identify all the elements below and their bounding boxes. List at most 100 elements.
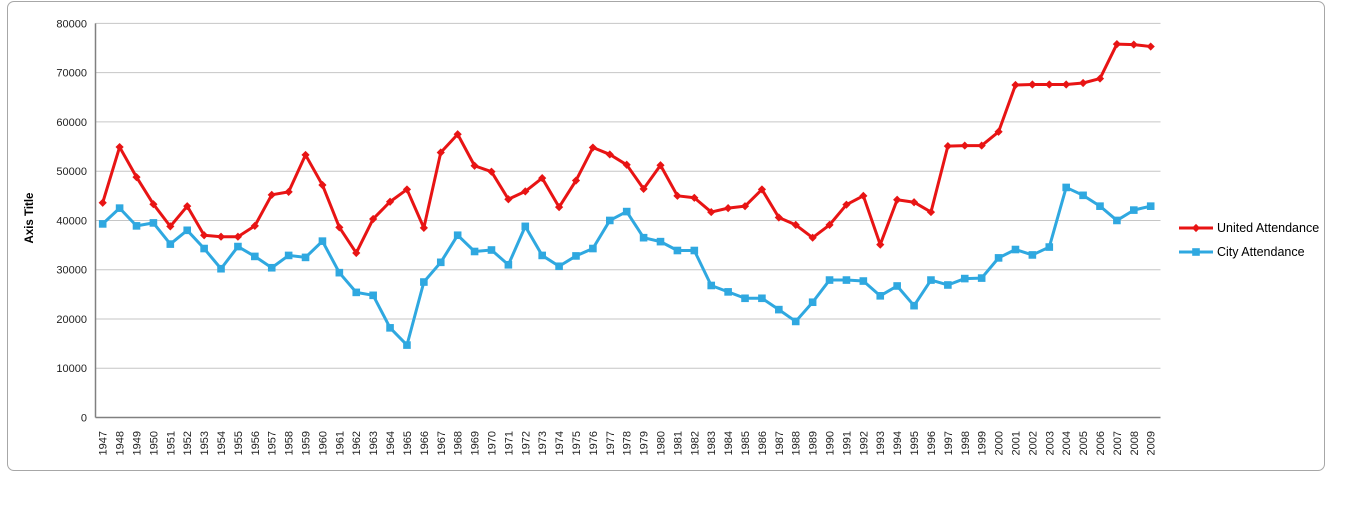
x-axis-tick-label: 1991 [841, 431, 853, 455]
united-marker [216, 232, 226, 241]
united-marker [724, 204, 733, 213]
united-marker [149, 200, 158, 209]
x-axis-tick-label: 2000 [994, 431, 1006, 455]
city-line-marker-icon [1178, 245, 1214, 259]
x-axis-tick-label: 2009 [1146, 431, 1158, 455]
united-marker [132, 172, 141, 182]
x-axis-tick-label: 1956 [250, 431, 262, 455]
y-axis-tick-label: 80000 [56, 18, 87, 30]
united-marker [521, 187, 530, 196]
x-axis-tick-label: 1964 [385, 431, 397, 455]
united-marker [943, 141, 952, 151]
city-marker [622, 207, 631, 216]
city-marker [1062, 183, 1070, 192]
x-axis-tick-label: 1978 [622, 431, 634, 455]
x-axis-tick-label: 1962 [351, 431, 363, 455]
united-marker [1129, 40, 1138, 49]
y-axis-tick-label: 70000 [56, 68, 87, 80]
x-axis-tick-label: 1973 [537, 431, 549, 455]
x-axis-tick-label: 1971 [503, 431, 515, 455]
city-marker [859, 277, 868, 285]
x-axis-tick-label: 1953 [199, 431, 211, 455]
x-axis-tick-label: 2002 [1027, 431, 1039, 455]
city-marker [453, 231, 462, 240]
legend-label-united: United Attendance [1217, 221, 1320, 235]
x-axis-tick-label: 1983 [706, 431, 718, 455]
y-axis-tick-label: 50000 [56, 166, 87, 178]
city-marker [1045, 243, 1054, 251]
city-marker [217, 264, 225, 273]
x-axis-tick-label: 1965 [402, 431, 414, 455]
x-axis-tick-label: 1957 [267, 431, 279, 455]
x-axis-tick-label: 1977 [605, 431, 617, 455]
x-axis-tick-label: 1950 [148, 431, 160, 455]
city-marker [944, 281, 952, 289]
x-axis-tick-label: 1997 [943, 431, 955, 455]
x-axis-tick-label: 1996 [926, 431, 938, 455]
x-axis-tick-label: 1999 [977, 431, 989, 455]
united-marker [200, 231, 209, 240]
united-marker [893, 195, 902, 204]
x-axis-tick-label: 2007 [1112, 431, 1124, 455]
x-axis-tick-label: 1987 [774, 431, 786, 455]
united-marker [842, 200, 851, 209]
united-marker [183, 202, 192, 211]
city-marker [1146, 202, 1155, 210]
x-axis-tick-label: 2005 [1078, 431, 1090, 455]
city-marker [572, 252, 580, 260]
city-marker [673, 246, 682, 255]
x-axis-tick-label: 1982 [689, 431, 701, 455]
united-marker [233, 232, 243, 241]
x-axis-tick-label: 1966 [419, 431, 431, 455]
united-marker [250, 221, 259, 230]
city-marker [487, 246, 496, 254]
city-marker [420, 278, 428, 286]
x-axis-tick-label: 1974 [554, 431, 566, 455]
x-axis-tick-label: 1970 [486, 431, 498, 455]
city-marker [98, 220, 107, 228]
city-marker [775, 305, 783, 314]
x-axis-tick-label: 2001 [1010, 431, 1022, 455]
x-axis-tick-label: 1959 [301, 431, 313, 455]
city-marker [115, 204, 124, 212]
united-marker [369, 214, 378, 224]
city-marker [267, 263, 276, 272]
city-marker [977, 274, 986, 282]
x-axis-tick-label: 1947 [98, 431, 110, 455]
city-marker [994, 254, 1003, 262]
x-axis-tick-label: 1960 [317, 431, 329, 455]
city-marker [335, 268, 344, 277]
city-marker [791, 317, 800, 326]
city-marker [707, 281, 716, 290]
x-axis-tick-label: 1969 [470, 431, 482, 455]
city-marker [318, 237, 327, 245]
united-marker [419, 223, 428, 232]
city-marker [132, 222, 141, 230]
x-axis-tick-label: 1990 [825, 431, 837, 455]
x-axis-tick-label: 1998 [960, 431, 972, 455]
united-marker [115, 142, 124, 152]
x-axis-tick-label: 1993 [875, 431, 887, 455]
x-axis-tick-label: 1968 [453, 431, 465, 455]
city-marker [741, 294, 749, 303]
y-axis-tick-label: 10000 [56, 363, 87, 375]
legend-marker [1192, 248, 1200, 256]
city-marker [504, 260, 513, 269]
united-marker [166, 222, 175, 231]
city-marker [605, 216, 614, 225]
city-marker [1028, 251, 1037, 259]
city-marker [876, 292, 885, 300]
y-axis-tick-label: 40000 [56, 215, 87, 227]
city-marker [369, 291, 377, 300]
city-marker [352, 288, 361, 297]
legend-item-city: City Attendance [1178, 243, 1319, 261]
x-axis-tick-label: 1951 [165, 431, 177, 455]
city-marker [1096, 202, 1104, 210]
city-marker [284, 251, 293, 260]
x-axis-tick-label: 1975 [571, 431, 583, 455]
united-marker [808, 233, 817, 242]
city-marker [589, 244, 597, 253]
city-marker [893, 282, 901, 290]
united-marker [1011, 80, 1020, 90]
city-marker [1129, 206, 1138, 214]
